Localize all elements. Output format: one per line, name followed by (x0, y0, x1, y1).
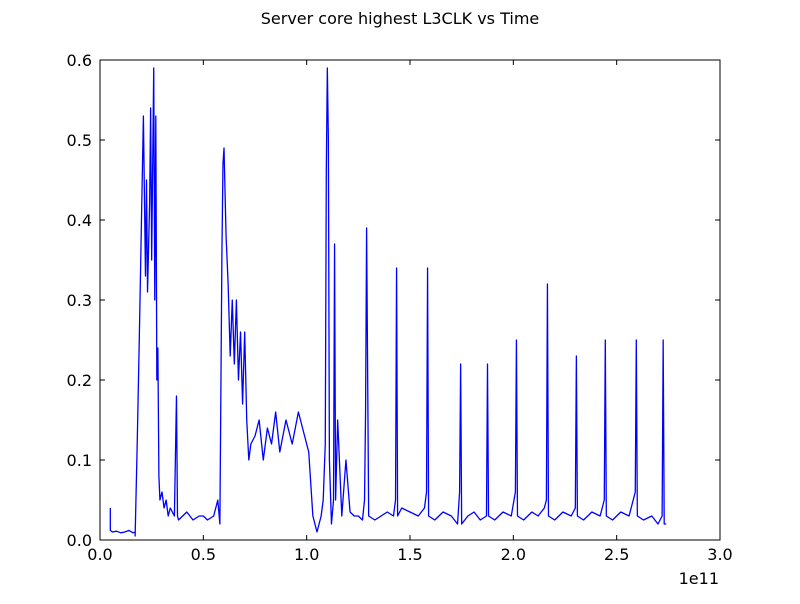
x-tick-label: 2.5 (604, 545, 629, 564)
y-tick-label: 0.3 (67, 291, 92, 310)
x-tick-label: 2.0 (501, 545, 526, 564)
x-tick-label: 0.5 (191, 545, 216, 564)
y-tick-label: 0.1 (67, 451, 92, 470)
plot-area (99, 59, 721, 541)
x-tick-label: 3.0 (707, 545, 732, 564)
plot-frame (99, 59, 721, 541)
y-tick-label: 0.2 (67, 371, 92, 390)
x-axis-offset-label: 1e11 (679, 569, 719, 588)
x-tick-label: 1.0 (294, 545, 319, 564)
y-tick-label: 0.5 (67, 131, 92, 150)
series-line-1 (109, 67, 667, 537)
chart-title: Server core highest L3CLK vs Time (260, 9, 540, 28)
x-tick-label: 0.0 (87, 545, 112, 564)
y-tick-label: 0.0 (67, 531, 92, 550)
x-tick-label: 1.5 (397, 545, 422, 564)
y-axis: 0.0 0.1 0.2 0.3 0.4 0.5 0.6 (67, 51, 720, 550)
x-axis: 0.0 0.5 1.0 1.5 2.0 2.5 3.0 (87, 60, 733, 564)
y-tick-label: 0.6 (67, 51, 92, 70)
y-tick-label: 0.4 (67, 211, 92, 230)
